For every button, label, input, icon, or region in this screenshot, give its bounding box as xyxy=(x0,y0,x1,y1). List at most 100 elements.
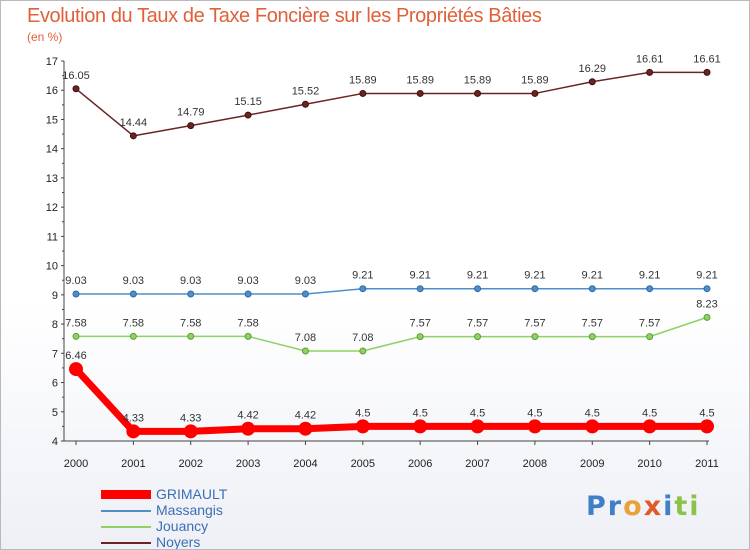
logo-letter: i xyxy=(689,491,701,522)
proxiti-logo: Proxiti xyxy=(586,491,701,522)
data-point-massangis xyxy=(588,285,596,293)
data-point-jouancy xyxy=(588,333,596,341)
data-label-massangis: 9.03 xyxy=(295,275,316,287)
data-point-noyers xyxy=(588,78,596,86)
y-tick-label: 16 xyxy=(46,85,58,97)
series-line-massangis xyxy=(76,287,707,295)
legend-item-jouancy: Jouancy xyxy=(101,518,361,535)
data-label-jouancy: 7.57 xyxy=(409,318,430,330)
data-label-jouancy: 7.08 xyxy=(352,332,373,344)
x-tick-label: 2008 xyxy=(523,458,547,470)
data-point-jouancy xyxy=(416,333,424,341)
x-tick-label: 2009 xyxy=(580,458,604,470)
data-label-noyers: 16.05 xyxy=(62,70,90,82)
data-label-noyers: 15.89 xyxy=(406,74,434,86)
data-label-noyers: 16.61 xyxy=(636,53,664,65)
y-tick-label: 8 xyxy=(52,319,58,331)
y-tick-label: 13 xyxy=(46,173,58,185)
legend-label-massangis: Massangis xyxy=(156,502,223,518)
data-point-grimault xyxy=(700,419,714,434)
y-tick-label: 17 xyxy=(46,56,58,68)
data-label-jouancy: 7.58 xyxy=(123,317,144,329)
data-point-grimault xyxy=(355,419,370,434)
data-label-noyers: 16.29 xyxy=(579,63,607,75)
data-point-noyers xyxy=(244,111,252,119)
data-label-massangis: 9.21 xyxy=(582,270,603,282)
data-label-grimault: 4.5 xyxy=(413,407,428,419)
legend-label-jouancy: Jouancy xyxy=(156,518,209,534)
data-point-jouancy xyxy=(301,347,309,355)
legend-swatch-grimault xyxy=(101,490,151,499)
data-point-jouancy xyxy=(244,332,252,340)
data-label-grimault: 4.33 xyxy=(123,412,144,424)
data-label-noyers: 14.44 xyxy=(120,117,148,129)
data-label-jouancy: 7.57 xyxy=(639,318,660,330)
data-label-jouancy: 7.57 xyxy=(467,318,488,330)
data-point-massangis xyxy=(359,285,367,293)
legend-item-massangis: Massangis xyxy=(101,502,361,519)
legend-item-grimault: GRIMAULT xyxy=(101,486,361,503)
data-label-noyers: 15.15 xyxy=(234,96,262,108)
data-point-noyers xyxy=(531,89,539,97)
data-point-jouancy xyxy=(359,347,367,355)
data-point-noyers xyxy=(72,85,80,93)
x-tick-label: 2007 xyxy=(465,458,489,470)
data-label-noyers: 15.89 xyxy=(349,74,377,86)
data-label-massangis: 9.03 xyxy=(180,275,201,287)
y-tick-label: 9 xyxy=(52,290,58,302)
data-label-grimault: 4.42 xyxy=(237,410,258,422)
data-point-noyers xyxy=(359,89,367,97)
data-point-massangis xyxy=(244,290,252,298)
data-label-grimault: 4.5 xyxy=(470,407,485,419)
legend-label-noyers: Noyers xyxy=(156,534,201,550)
data-point-jouancy xyxy=(187,332,195,340)
y-tick-label: 10 xyxy=(46,261,58,273)
data-label-grimault: 4.42 xyxy=(295,410,316,422)
logo-letter: t xyxy=(674,491,690,522)
data-point-jouancy xyxy=(129,332,137,340)
data-label-grimault: 4.33 xyxy=(180,412,201,424)
logo-letter: r xyxy=(607,491,624,522)
series-line-jouancy xyxy=(76,316,708,352)
data-point-grimault xyxy=(126,424,141,439)
data-point-massangis xyxy=(187,290,195,298)
data-label-massangis: 9.21 xyxy=(409,270,430,282)
data-label-grimault: 4.5 xyxy=(355,407,370,419)
data-label-noyers: 14.79 xyxy=(177,107,205,119)
data-label-jouancy: 7.08 xyxy=(295,332,316,344)
data-point-noyers xyxy=(646,68,654,76)
legend-item-noyers: Noyers xyxy=(101,534,361,550)
data-point-noyers xyxy=(703,68,711,76)
data-point-noyers xyxy=(187,122,195,130)
logo-letter: o xyxy=(623,491,644,522)
data-point-massangis xyxy=(646,285,654,293)
legend-label-grimault: GRIMAULT xyxy=(156,486,228,502)
data-point-jouancy xyxy=(531,333,539,341)
legend-swatch-massangis xyxy=(101,510,151,512)
y-tick-label: 12 xyxy=(46,202,58,214)
data-label-massangis: 9.03 xyxy=(237,275,258,287)
data-point-massangis xyxy=(416,285,424,293)
x-tick-label: 2004 xyxy=(293,458,317,470)
data-label-grimault: 4.5 xyxy=(699,407,714,419)
data-label-massangis: 9.03 xyxy=(123,275,144,287)
y-tick-label: 4 xyxy=(52,436,58,448)
data-point-noyers xyxy=(129,132,137,140)
data-label-noyers: 15.89 xyxy=(521,74,549,86)
legend-swatch-jouancy xyxy=(101,526,151,528)
data-label-grimault: 4.5 xyxy=(642,407,657,419)
series-lines xyxy=(73,71,708,435)
data-point-grimault xyxy=(585,419,600,434)
series-line-noyers xyxy=(75,71,707,137)
y-tick-label: 5 xyxy=(52,407,58,419)
data-label-noyers: 16.61 xyxy=(693,53,721,65)
data-label-jouancy: 7.57 xyxy=(582,318,603,330)
data-points xyxy=(69,68,714,439)
data-point-massangis xyxy=(129,290,137,298)
x-tick-label: 2005 xyxy=(351,458,375,470)
data-label-grimault: 4.5 xyxy=(527,407,542,419)
data-labels: 16.05 14.44 14.79 15.15 15.52 15.89 15.89 15.89… xyxy=(62,53,721,424)
data-label-jouancy: 7.57 xyxy=(524,318,545,330)
